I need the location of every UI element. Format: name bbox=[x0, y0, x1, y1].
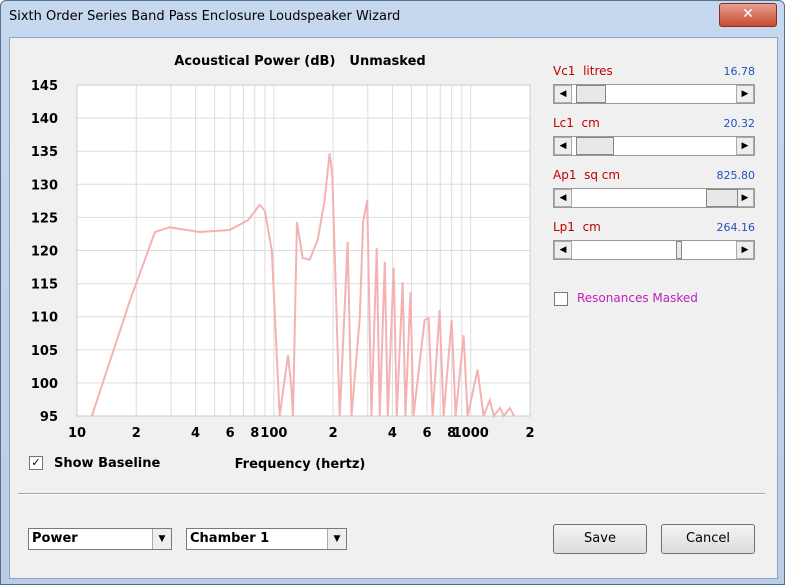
dropdown-arrow[interactable]: ▼ bbox=[152, 529, 171, 549]
close-button[interactable]: ✕ bbox=[719, 3, 777, 27]
chart-title: Acoustical Power (dB) Unmasked bbox=[174, 54, 425, 69]
y-tick-label: 125 bbox=[31, 211, 58, 226]
slider-track[interactable]: ◀ ▶ bbox=[553, 136, 755, 156]
slider-left-arrow[interactable]: ◀ bbox=[554, 241, 572, 259]
resonances-checkbox[interactable] bbox=[554, 292, 568, 306]
window-title: Sixth Order Series Band Pass Enclosure L… bbox=[9, 9, 401, 24]
x-tick-label: 2 bbox=[329, 426, 338, 441]
y-tick-label: 110 bbox=[31, 311, 58, 326]
chamber-dropdown[interactable]: Chamber 1 ▼ bbox=[186, 528, 347, 550]
save-button[interactable]: Save bbox=[553, 524, 647, 554]
cancel-button[interactable]: Cancel bbox=[661, 524, 755, 554]
slider-thumb[interactable] bbox=[706, 189, 738, 207]
slider-value: 16.78 bbox=[723, 65, 756, 78]
baseline-label[interactable]: Show Baseline bbox=[54, 456, 161, 471]
y-tick-label: 105 bbox=[31, 344, 58, 359]
slider-left-arrow[interactable]: ◀ bbox=[554, 137, 572, 155]
slider-value: 20.32 bbox=[723, 117, 756, 130]
slider-label: Vc1 litres bbox=[553, 64, 613, 78]
dropdown-text: Chamber 1 bbox=[190, 531, 270, 546]
y-tick-label: 120 bbox=[31, 245, 58, 260]
y-tick-label: 145 bbox=[31, 79, 58, 94]
slider-thumb[interactable] bbox=[676, 241, 682, 259]
slider-value: 264.16 bbox=[716, 221, 756, 234]
y-tick-label: 95 bbox=[40, 410, 58, 425]
resonances-label[interactable]: Resonances Masked bbox=[577, 291, 698, 305]
slider-track[interactable]: ◀ ▶ bbox=[553, 84, 755, 104]
mode-dropdown[interactable]: Power ▼ bbox=[28, 528, 172, 550]
x-tick-label: 8 bbox=[250, 426, 259, 441]
x-tick-label: 4 bbox=[388, 426, 397, 441]
slider-left-arrow[interactable]: ◀ bbox=[554, 189, 572, 207]
x-tick-label: 6 bbox=[423, 426, 432, 441]
slider-value: 825.80 bbox=[716, 169, 756, 182]
slider-right-arrow[interactable]: ▶ bbox=[736, 189, 754, 207]
slider-thumb[interactable] bbox=[576, 85, 606, 103]
subtitle-text: Unmasked bbox=[349, 54, 425, 69]
y-tick-label: 140 bbox=[31, 112, 58, 127]
x-tick-label: 6 bbox=[226, 426, 235, 441]
title-text: Acoustical Power (dB) bbox=[174, 54, 335, 69]
y-tick-label: 135 bbox=[31, 145, 58, 160]
data-line bbox=[90, 153, 515, 419]
dropdown-arrow[interactable]: ▼ bbox=[327, 529, 346, 549]
x-tick-label: 2 bbox=[525, 426, 534, 441]
y-tick-label: 130 bbox=[31, 178, 58, 193]
slider-right-arrow[interactable]: ▶ bbox=[736, 137, 754, 155]
x-axis-label: Frequency (hertz) bbox=[235, 457, 366, 472]
x-tick-label: 2 bbox=[132, 426, 141, 441]
slider-label: Lc1 cm bbox=[553, 116, 600, 130]
y-tick-label: 115 bbox=[31, 278, 58, 293]
slider-thumb[interactable] bbox=[576, 137, 614, 155]
separator bbox=[18, 493, 765, 495]
x-tick-label: 1000 bbox=[453, 426, 489, 441]
slider-track[interactable]: ◀ ▶ bbox=[553, 240, 755, 260]
slider-left-arrow[interactable]: ◀ bbox=[554, 85, 572, 103]
baseline-checkbox[interactable]: ✓ bbox=[29, 456, 43, 470]
plot-border bbox=[76, 84, 531, 417]
x-tick-label: 100 bbox=[260, 426, 287, 441]
slider-label: Lp1 cm bbox=[553, 220, 601, 234]
x-tick-label: 8 bbox=[447, 426, 456, 441]
slider-right-arrow[interactable]: ▶ bbox=[736, 241, 754, 259]
slider-label: Ap1 sq cm bbox=[553, 168, 621, 182]
dropdown-text: Power bbox=[32, 531, 78, 546]
chart: Acoustical Power (dB) Unmasked Frequency … bbox=[31, 54, 535, 472]
slider-track[interactable]: ◀ ▶ bbox=[553, 188, 755, 208]
slider-panel: Vc1 litres 16.78 ◀ ▶ Lc1 cm 20.32 ◀ ▶ Ap1 sq cm 8… bbox=[553, 64, 755, 284]
x-tick-label: 4 bbox=[191, 426, 200, 441]
y-tick-label: 100 bbox=[31, 377, 58, 392]
slider-right-arrow[interactable]: ▶ bbox=[736, 85, 754, 103]
x-tick-label: 10 bbox=[68, 426, 86, 441]
